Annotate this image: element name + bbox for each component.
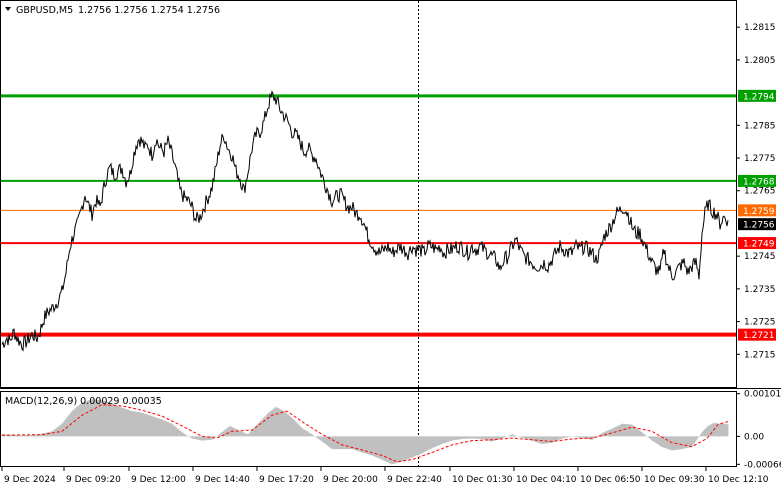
price-level-labels: 1.2794 1.2768 1.2759 1.2749 1.2721 1.2756 (738, 89, 776, 341)
ohlc-readout: 1.2756 1.2756 1.2754 1.2756 (78, 5, 220, 16)
macd-axis-label: -0.00066 (744, 460, 781, 470)
level-price-tag-label: 1.2749 (743, 240, 775, 250)
time-axis-label: 10 Dec 06:50 (580, 475, 641, 485)
level-price-tag (738, 204, 776, 217)
time-axis-label: 9 Dec 2024 (4, 475, 56, 485)
price-axis-label: 1.2785 (744, 121, 776, 131)
price-axis-label: 1.2765 (744, 187, 776, 197)
level-price-tag (738, 237, 776, 250)
time-axis-label: 9 Dec 09:20 (66, 475, 121, 485)
time-axis-label: 10 Dec 09:30 (644, 475, 705, 485)
price-axis-label: 1.2745 (744, 252, 776, 262)
current-price-label: 1.2756 (743, 221, 775, 231)
time-axis-label: 9 Dec 22:40 (387, 475, 442, 485)
time-axis-label: 9 Dec 14:40 (195, 475, 250, 485)
level-price-tag (738, 174, 776, 187)
price-axis-label: 1.2775 (744, 154, 776, 164)
price-axis: 1.28151.28051.27851.27751.27651.27451.27… (736, 23, 776, 360)
price-axis-label: 1.2815 (744, 23, 776, 33)
price-axis-label: 1.2735 (744, 285, 776, 295)
level-price-tag-label: 1.2721 (743, 331, 775, 341)
macd-title: MACD(12,26,9) 0.00029 0.00035 (5, 396, 162, 407)
time-axis-label: 9 Dec 20:00 (323, 475, 378, 485)
current-price-tag (738, 218, 776, 231)
macd-axis-label: 0.00101 (744, 390, 781, 400)
price-axis-label: 1.2725 (744, 318, 776, 328)
level-price-tag (738, 328, 776, 341)
time-axis-label: 9 Dec 17:20 (259, 475, 314, 485)
price-levels (1, 94, 736, 337)
chart-menu-triangle-icon[interactable] (5, 7, 11, 11)
time-axis-label: 10 Dec 01:30 (452, 475, 513, 485)
symbol-label: GBPUSD,M5 (16, 5, 73, 16)
level-price-tag-label: 1.2794 (743, 92, 775, 102)
level-price-tag-label: 1.2768 (743, 177, 775, 187)
macd-axis-label: 0.00 (744, 432, 764, 442)
price-axis-label: 1.2715 (744, 350, 776, 360)
price-series-line (1, 90, 729, 352)
time-axis-label: 10 Dec 04:10 (516, 475, 577, 485)
level-price-tag (738, 89, 776, 102)
time-axis: 9 Dec 2024 9 Dec 09:20 9 Dec 12:00 9 Dec 14… (1, 467, 769, 485)
time-axis-label: 10 Dec 12:10 (708, 475, 769, 485)
main-chart-frame (0, 0, 737, 388)
level-price-tag-label: 1.2759 (743, 207, 775, 217)
macd-axis: 0.00101 0.00 -0.00066 (736, 390, 781, 470)
price-axis-label: 1.2805 (744, 56, 776, 66)
time-axis-label: 9 Dec 12:00 (131, 475, 186, 485)
